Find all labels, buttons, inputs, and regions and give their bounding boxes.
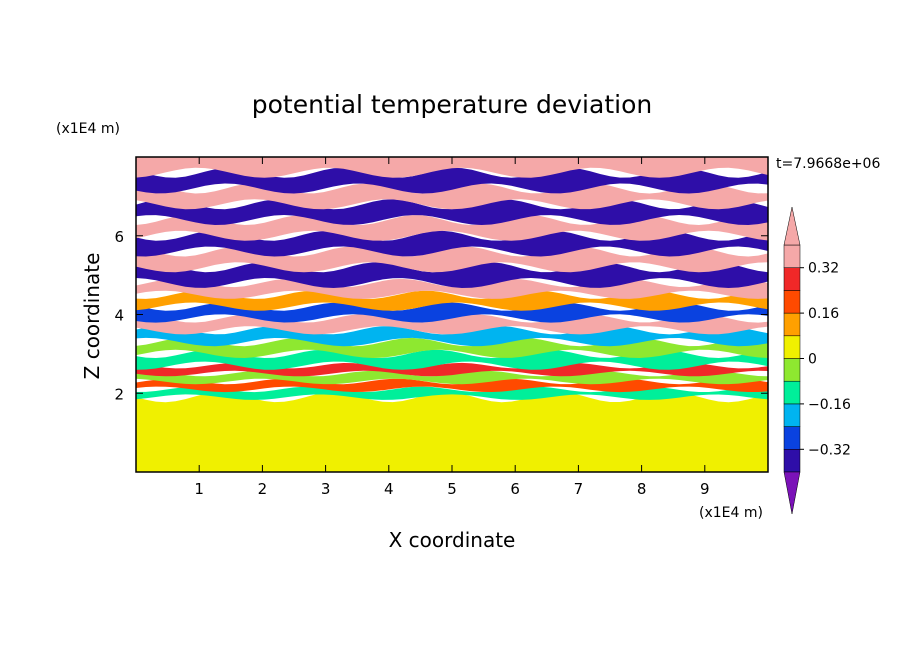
x-unit-label: (x1E4 m): [699, 505, 763, 521]
contour-band: [136, 370, 768, 385]
contour-band: [136, 386, 768, 400]
contour-band: [136, 167, 768, 194]
x-tick-label: 7: [574, 480, 584, 498]
x-tick-label: 1: [194, 480, 204, 498]
colorbar: 0.32 0.16 0 −0.16 −0.32: [783, 206, 851, 515]
contour-band: [136, 246, 768, 273]
plot-area: [136, 157, 768, 472]
contour-band: [136, 290, 768, 311]
y-unit-label: (x1E4 m): [56, 121, 120, 137]
contour-band: [136, 362, 768, 377]
colorbar-swatch: [783, 267, 801, 291]
colorbar-swatch: [783, 290, 801, 314]
y-tick-label: 2: [114, 385, 124, 403]
contour-band: [136, 314, 768, 335]
colorbar-tick-label: −0.16: [808, 397, 851, 413]
x-tick-label: 2: [258, 480, 268, 498]
y-axis-label: Z coordinate: [80, 253, 104, 380]
x-tick-label: 8: [637, 480, 647, 498]
colorbar-swatch: [783, 335, 801, 359]
colorbar-tick-label: −0.32: [808, 442, 851, 458]
y-tick-label: 4: [114, 307, 124, 325]
colorbar-extend-max: [783, 206, 801, 246]
x-tick-label: 6: [510, 480, 520, 498]
colorbar-tick-label: 0.16: [808, 306, 839, 322]
colorbar-swatch: [783, 403, 801, 427]
x-tick-label: 4: [384, 480, 394, 498]
contour-band: [136, 302, 768, 323]
colorbar-swatch: [783, 380, 801, 405]
x-tick-label: 9: [700, 480, 710, 498]
colorbar-swatch: [783, 358, 801, 382]
colorbar-extend-min: [783, 471, 801, 515]
time-label: t=7.9668e+06: [776, 156, 880, 172]
contour-band: [136, 349, 768, 370]
colorbar-swatch: [783, 244, 801, 268]
y-tick-label: 6: [114, 228, 124, 246]
contour-band: [136, 230, 768, 257]
x-tick-label: 3: [321, 480, 331, 498]
y-axis: 2 4 6: [114, 228, 768, 403]
x-axis-label: X coordinate: [389, 528, 516, 552]
contour-band: [136, 183, 768, 210]
colorbar-swatch: [783, 426, 801, 450]
contour-band: [136, 392, 768, 472]
chart-title: potential temperature deviation: [252, 90, 652, 119]
x-tick-label: 5: [447, 480, 457, 498]
colorbar-tick-label: 0: [808, 352, 817, 368]
colorbar-tick-label: 0.32: [808, 261, 839, 277]
colorbar-swatch: [783, 449, 801, 473]
colorbar-swatch: [783, 312, 801, 337]
contour-band: [136, 157, 768, 178]
x-axis: 1 2 3 4 5 6 7 8 9: [194, 157, 710, 498]
